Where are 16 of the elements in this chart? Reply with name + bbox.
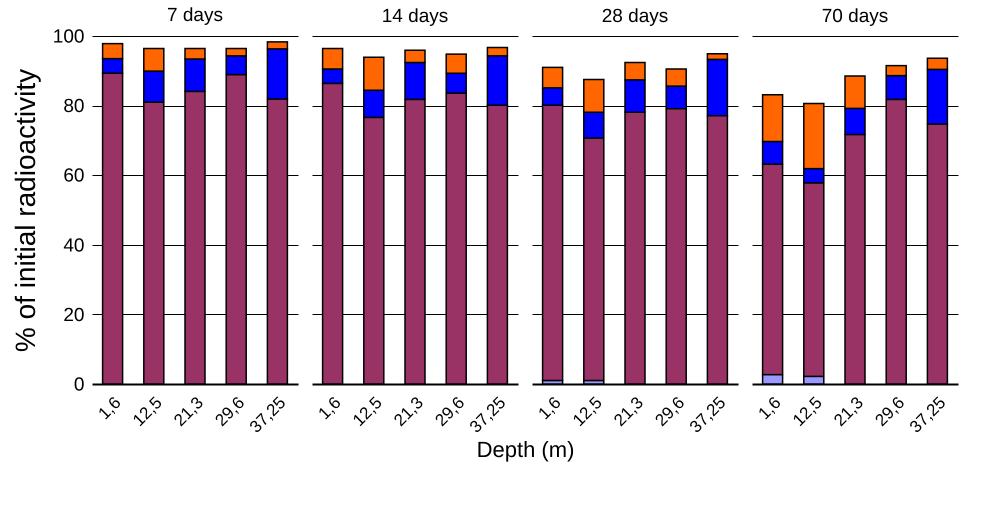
chart-title: 14 days (382, 6, 448, 27)
x-tick-label: 1,6 (754, 393, 785, 424)
x-tick-label: 1,6 (314, 393, 345, 424)
y-axis-title: % of initial radioactivity (10, 68, 41, 352)
y-tick-label: 80 (63, 96, 84, 118)
x-tick-label: 1,6 (94, 393, 125, 424)
y-tick-label: 20 (63, 304, 84, 326)
x-tick-label: 1,6 (534, 393, 565, 424)
y-tick-label: 100 (52, 26, 84, 48)
x-axis-title: Depth (m) (476, 436, 574, 462)
y-tick-label: 0 (74, 374, 84, 396)
chart-title: 70 days (822, 6, 888, 27)
y-tick-label: 60 (63, 166, 84, 187)
y-tick-label: 40 (63, 235, 84, 256)
chart-title: 7 days (167, 5, 223, 26)
chart-title: 28 days (602, 6, 668, 27)
